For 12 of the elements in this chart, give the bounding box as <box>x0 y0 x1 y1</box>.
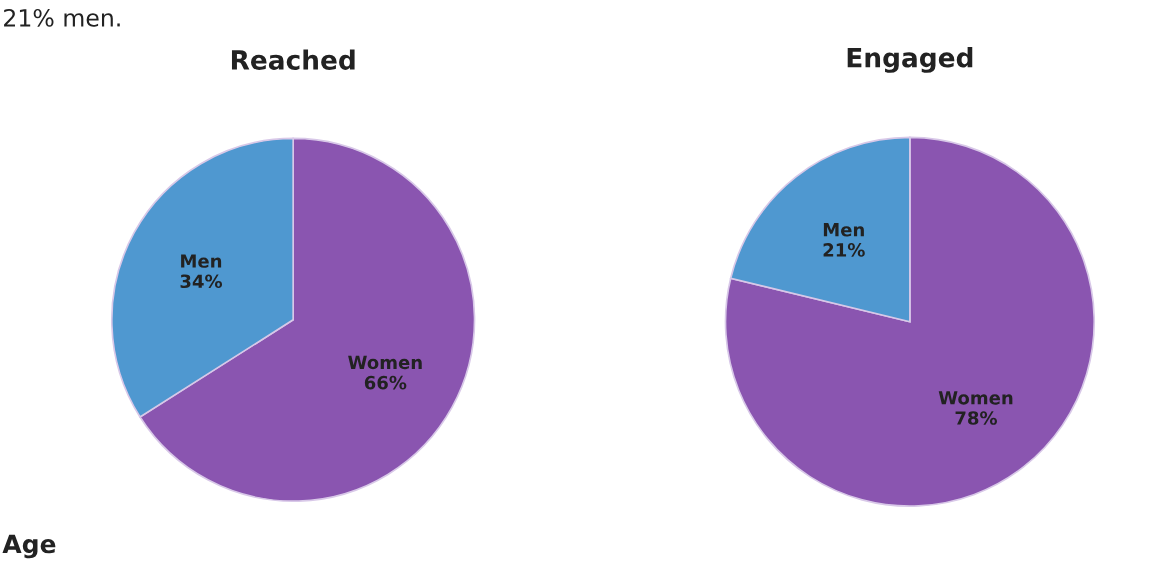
data-label: 78% <box>955 411 998 425</box>
slice-label: Women <box>938 391 1013 405</box>
data-label: 34% <box>180 274 223 289</box>
text: 21% men. <box>4 8 120 27</box>
slice-label: Women <box>348 355 422 370</box>
chart-title: Engaged <box>847 47 973 73</box>
data-label: 21% <box>823 243 865 257</box>
slice-label: Men <box>181 254 222 268</box>
text: Age <box>2 534 56 559</box>
chart-title: Reached <box>231 49 355 70</box>
slice-label: Men <box>823 223 864 237</box>
data-label: 66% <box>364 375 407 390</box>
